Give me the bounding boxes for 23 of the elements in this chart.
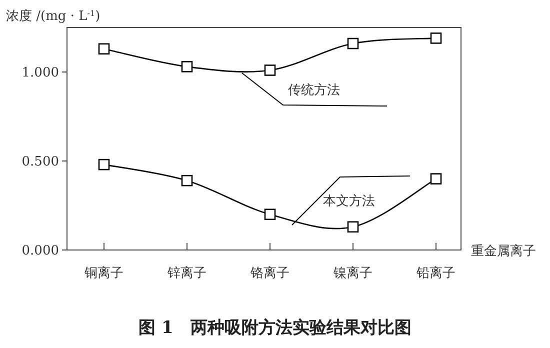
series-label: 本文方法: [323, 193, 375, 209]
point: [347, 221, 359, 233]
point: [347, 38, 359, 50]
point: [98, 158, 110, 170]
x-axis-title: 重金属离子: [471, 243, 536, 259]
x-tick-label: 铬离子: [250, 265, 290, 281]
y-axis-title: 浓度 /(mg · L$^{-1}$): [6, 8, 100, 24]
x-tick-label: 铜离子: [84, 265, 124, 281]
point: [98, 43, 110, 55]
x-tick-label: 铅离子: [416, 265, 456, 281]
y-tick-label: 0.500: [22, 154, 59, 170]
point: [181, 61, 193, 72]
y-tick-label: 1.000: [22, 66, 59, 80]
text: 图 1 两种吸附方法实验结果对比图: [138, 318, 412, 338]
y-tick-label: 0.000: [22, 244, 59, 258]
series-label: 传统方法: [288, 82, 340, 98]
point: [430, 173, 442, 184]
x-tick-label: 镍离子: [332, 265, 372, 281]
point: [430, 32, 442, 44]
point: [181, 174, 193, 186]
point: [264, 208, 276, 220]
x-tick-label: 锌离子: [166, 265, 206, 281]
point: [264, 64, 276, 76]
